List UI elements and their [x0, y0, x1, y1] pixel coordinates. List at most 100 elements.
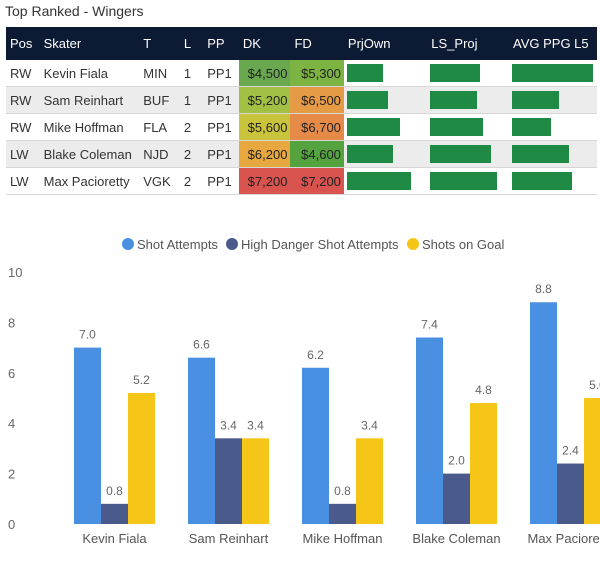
- cell-ls-proj: [427, 60, 509, 87]
- cell-team: NJD: [139, 140, 180, 168]
- shots-bar-chart: Shot Attempts High Danger Shot Attempts Sh…: [8, 237, 600, 546]
- bar-high-danger-shot-attempts[interactable]: [329, 503, 356, 524]
- bar-shot-attempts[interactable]: [74, 347, 101, 524]
- bar-value-label: 7.0: [79, 328, 96, 342]
- legend-label[interactable]: Shot Attempts: [137, 237, 218, 252]
- cell-line: 1: [179, 86, 204, 114]
- bar-shots-on-goal[interactable]: [584, 398, 600, 524]
- legend-marker[interactable]: [226, 238, 238, 250]
- cell-pos: LW: [6, 167, 40, 195]
- chart-legend: Shot Attempts High Danger Shot Attempts Sh…: [122, 237, 504, 252]
- x-tick-label: Kevin Fiala: [82, 531, 147, 546]
- table-row[interactable]: RW Sam Reinhart BUF 1 PP1 $5,200 $6,500: [6, 86, 597, 114]
- header-prjown[interactable]: PrjOwn: [343, 27, 428, 60]
- cell-avg-ppg: [509, 60, 597, 87]
- header-skater[interactable]: Skater: [39, 27, 140, 60]
- header-dk[interactable]: DK: [238, 27, 291, 60]
- bar-shots-on-goal[interactable]: [356, 438, 383, 524]
- cell-dk-salary: $4,500: [238, 60, 291, 87]
- bar-high-danger-shot-attempts[interactable]: [443, 473, 470, 524]
- y-tick-label: 0: [8, 517, 15, 532]
- y-tick-label: 6: [8, 366, 15, 381]
- bars: 7.0 0.8 5.2 6.6 3.4 3.4 6.2 0.8 3.4 7.4 2.0 4.8 8.8 2…: [74, 282, 600, 524]
- header-avg-ppg[interactable]: AVG PPG L5: [509, 27, 597, 60]
- cell-skater: Blake Coleman: [39, 140, 140, 168]
- cell-pp: PP1: [203, 60, 239, 87]
- bar-high-danger-shot-attempts[interactable]: [215, 438, 242, 524]
- bar-high-danger-shot-attempts[interactable]: [557, 463, 584, 524]
- bar-shots-on-goal[interactable]: [242, 438, 269, 524]
- ls-proj-bar: [430, 91, 478, 109]
- cell-fd-salary: $6,500: [290, 86, 344, 114]
- bar-value-label: 8.8: [535, 282, 552, 296]
- wingers-table: Pos Skater T L PP DK FD PrjOwn LS_Proj A…: [6, 27, 597, 195]
- cell-line: 2: [179, 113, 204, 141]
- table-row[interactable]: LW Max Pacioretty VGK 2 PP1 $7,200 $7,200: [6, 167, 597, 195]
- y-tick-label: 8: [8, 315, 15, 330]
- cell-fd-salary: $7,200: [290, 167, 344, 195]
- cell-line: 1: [179, 60, 204, 87]
- avg-ppg-bar: [512, 64, 593, 82]
- y-tick-label: 2: [8, 467, 15, 482]
- cell-prjown: [343, 60, 428, 87]
- x-tick-label: Sam Reinhart: [189, 531, 269, 546]
- cell-pos: RW: [6, 113, 40, 141]
- header-team[interactable]: T: [139, 27, 180, 60]
- bar-shot-attempts[interactable]: [188, 357, 215, 524]
- cell-prjown: [343, 113, 428, 141]
- cell-pp: PP1: [203, 167, 239, 195]
- bar-shots-on-goal[interactable]: [128, 392, 155, 524]
- cell-avg-ppg: [509, 113, 597, 141]
- cell-dk-salary: $5,200: [238, 86, 291, 114]
- legend-label[interactable]: High Danger Shot Attempts: [241, 237, 399, 252]
- ls-proj-bar: [430, 145, 492, 163]
- cell-fd-salary: $4,600: [290, 140, 344, 168]
- cell-skater: Max Pacioretty: [39, 167, 140, 195]
- ls-proj-bar: [430, 172, 498, 190]
- header-line[interactable]: L: [179, 27, 204, 60]
- bar-value-label: 4.8: [475, 383, 492, 397]
- bar-high-danger-shot-attempts[interactable]: [101, 503, 128, 524]
- legend-marker[interactable]: [122, 238, 134, 250]
- cell-ls-proj: [427, 113, 509, 141]
- y-axis: 0 2 4 6 8 10: [8, 265, 22, 532]
- cell-skater: Sam Reinhart: [39, 86, 140, 114]
- bar-value-label: 6.6: [193, 338, 210, 352]
- bar-shot-attempts[interactable]: [416, 337, 443, 524]
- prjown-bar: [346, 91, 388, 109]
- cell-ls-proj: [427, 140, 509, 168]
- x-axis: Kevin Fiala Sam Reinhart Mike Hoffman Blake…: [82, 531, 600, 546]
- cell-fd-salary: $6,700: [290, 113, 344, 141]
- x-tick-label: Mike Hoffman: [303, 531, 383, 546]
- cell-skater: Kevin Fiala: [39, 60, 140, 87]
- legend-marker[interactable]: [407, 238, 419, 250]
- x-tick-label: Blake Coleman: [412, 531, 500, 546]
- prjown-bar: [346, 172, 411, 190]
- table-row[interactable]: RW Kevin Fiala MIN 1 PP1 $4,500 $5,300: [6, 60, 597, 87]
- cell-prjown: [343, 86, 428, 114]
- legend-label[interactable]: Shots on Goal: [422, 237, 504, 252]
- cell-fd-salary: $5,300: [290, 60, 344, 87]
- bar-shot-attempts[interactable]: [302, 367, 329, 524]
- table-row[interactable]: RW Mike Hoffman FLA 2 PP1 $5,600 $6,700: [6, 113, 597, 141]
- bar-value-label: 5.2: [133, 373, 150, 387]
- bar-shots-on-goal[interactable]: [470, 403, 497, 524]
- cell-pp: PP1: [203, 86, 239, 114]
- header-fd[interactable]: FD: [290, 27, 344, 60]
- avg-ppg-bar: [512, 118, 551, 136]
- bar-value-label: 7.4: [421, 318, 438, 332]
- ls-proj-bar: [430, 118, 484, 136]
- cell-ls-proj: [427, 167, 509, 195]
- table-row[interactable]: LW Blake Coleman NJD 2 PP1 $6,200 $4,600: [6, 140, 597, 168]
- bar-shot-attempts[interactable]: [530, 302, 557, 524]
- avg-ppg-bar: [512, 91, 559, 109]
- cell-dk-salary: $6,200: [238, 140, 291, 168]
- header-ls-proj[interactable]: LS_Proj: [427, 27, 509, 60]
- header-pos[interactable]: Pos: [6, 27, 40, 60]
- header-pp[interactable]: PP: [203, 27, 239, 60]
- cell-prjown: [343, 140, 428, 168]
- cell-avg-ppg: [509, 86, 597, 114]
- cell-pp: PP1: [203, 113, 239, 141]
- bar-value-label: 2.0: [448, 454, 465, 468]
- cell-team: MIN: [139, 60, 180, 87]
